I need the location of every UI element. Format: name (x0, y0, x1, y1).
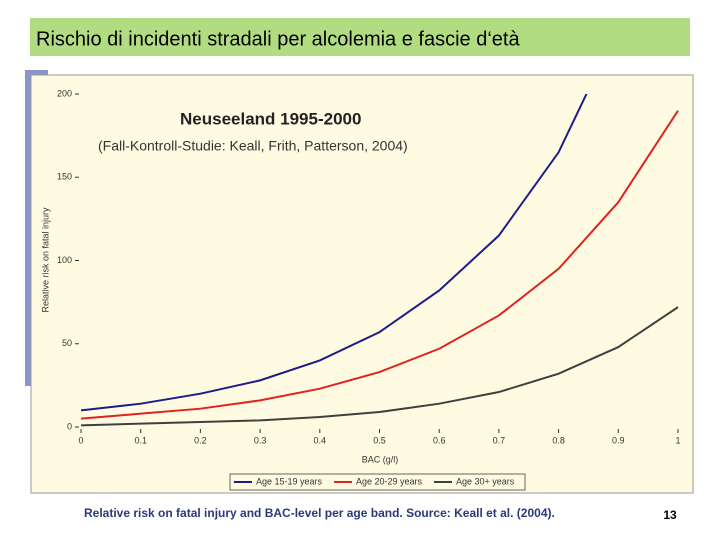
chart-subtitle: (Fall-Kontroll-Studie: Keall, Frith, Pat… (98, 138, 408, 154)
y-tick-label: 50 (62, 338, 72, 348)
x-tick-label: 0.3 (254, 435, 267, 445)
line-series (80, 110, 679, 420)
caption-box (84, 503, 650, 525)
x-tick-label: 0.6 (433, 435, 446, 445)
caption: Relative risk on fatal injury and BAC-le… (84, 506, 555, 520)
x-tick-label: 0.1 (134, 435, 147, 445)
line-series (80, 306, 679, 427)
chart-title: Neuseeland 1995-2000 (180, 109, 361, 128)
y-tick-label: 150 (57, 172, 72, 182)
x-tick-label: 0.5 (373, 435, 386, 445)
plot-area (80, 94, 679, 427)
legend-box (229, 473, 526, 491)
x-tick-label: 0.9 (612, 435, 625, 445)
x-tick-label: 0.7 (493, 435, 506, 445)
legend-label: Age 15-19 years (256, 476, 323, 486)
x-tick-label: 0 (78, 435, 83, 445)
y-tick-label: 200 (57, 88, 72, 98)
x-tick-label: 0.2 (194, 435, 207, 445)
header-box (30, 18, 690, 56)
x-tick-label: 0.4 (314, 435, 327, 445)
x-tick-label: 0.8 (552, 435, 565, 445)
y-tick-label: 100 (57, 255, 72, 265)
x-tick-label: 1 (675, 435, 680, 445)
page-number: 13 (663, 508, 677, 522)
header-title: Rischio di incidenti stradali per alcole… (36, 28, 520, 50)
legend-label: Age 20-29 years (356, 476, 423, 486)
y-axis-label: Relative risk on fatal injury (40, 207, 50, 313)
x-axis-label: BAC (g/l) (362, 454, 399, 464)
legend-label: Age 30+ years (456, 476, 515, 486)
y-tick-label: 0 (67, 421, 72, 431)
line-series (80, 94, 588, 412)
